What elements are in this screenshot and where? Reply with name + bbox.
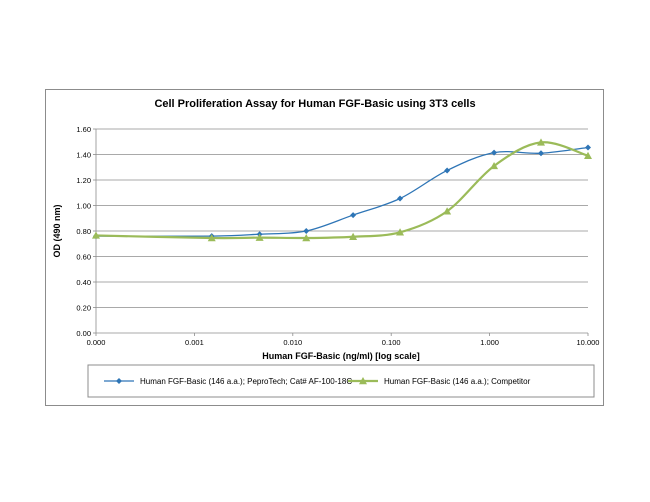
data-point <box>302 234 311 242</box>
y-tick-label: 1.00 <box>76 202 91 211</box>
data-point <box>537 138 546 146</box>
y-tick-label: 0.40 <box>76 278 91 287</box>
x-tick-label: 0.010 <box>283 338 302 347</box>
x-tick-label: 0.100 <box>382 338 401 347</box>
x-tick-label: 0.001 <box>185 338 204 347</box>
data-point <box>538 150 545 157</box>
y-tick-label: 1.40 <box>76 151 91 160</box>
x-tick-label: 0.000 <box>87 338 106 347</box>
legend-label: Human FGF-Basic (146 a.a.); Competitor <box>384 377 531 386</box>
series-line <box>95 141 589 240</box>
chart-frame <box>45 89 604 406</box>
data-point <box>349 232 358 240</box>
gridlines <box>96 128 588 308</box>
series-2 <box>92 138 592 242</box>
x-axis-label: Human FGF-Basic (ng/ml) [log scale] <box>262 351 420 361</box>
y-tick-label: 0.80 <box>76 227 91 236</box>
data-point <box>303 228 310 234</box>
legend-box <box>87 364 595 398</box>
legend: Human FGF-Basic (146 a.a.); PeproTech; C… <box>104 377 531 386</box>
data-point <box>584 151 592 159</box>
x-tick-labels: 0.000 0.001 0.010 0.100 1.000 10.000 <box>87 338 600 347</box>
y-tick-label: 1.60 <box>76 125 91 134</box>
y-tick-label: 0.60 <box>76 253 91 262</box>
y-tick-label: 0.20 <box>76 304 91 313</box>
data-point <box>443 207 452 215</box>
series-layer <box>92 138 592 242</box>
data-point <box>92 231 100 239</box>
data-point <box>585 144 591 151</box>
data-point <box>207 234 216 242</box>
data-point <box>490 161 499 170</box>
axes <box>93 128 589 336</box>
data-point <box>255 233 264 241</box>
series-1 <box>93 144 591 240</box>
data-point <box>491 149 498 156</box>
series-line <box>95 146 589 237</box>
y-tick-labels: 0.00 0.20 0.40 0.60 0.80 1.00 1.20 1.40 1.60 <box>76 125 91 338</box>
legend-entry-1: Human FGF-Basic (146 a.a.); PeproTech; C… <box>104 377 352 386</box>
data-point <box>350 212 357 219</box>
legend-marker <box>116 378 122 384</box>
legend-marker <box>359 377 367 385</box>
legend-label: Human FGF-Basic (146 a.a.); PeproTech; C… <box>140 377 352 386</box>
data-point <box>396 228 405 236</box>
data-point <box>444 167 451 174</box>
legend-entry-2: Human FGF-Basic (146 a.a.); Competitor <box>348 377 531 386</box>
y-axis-label: OD (490 nm) <box>52 204 62 257</box>
y-tick-label: 0.00 <box>76 329 91 338</box>
chart-title: Cell Proliferation Assay for Human FGF-B… <box>154 98 475 110</box>
data-point <box>397 195 404 202</box>
x-tick-label: 10.000 <box>577 338 600 347</box>
x-tick-label: 1.000 <box>480 338 499 347</box>
y-tick-label: 1.20 <box>76 176 91 185</box>
